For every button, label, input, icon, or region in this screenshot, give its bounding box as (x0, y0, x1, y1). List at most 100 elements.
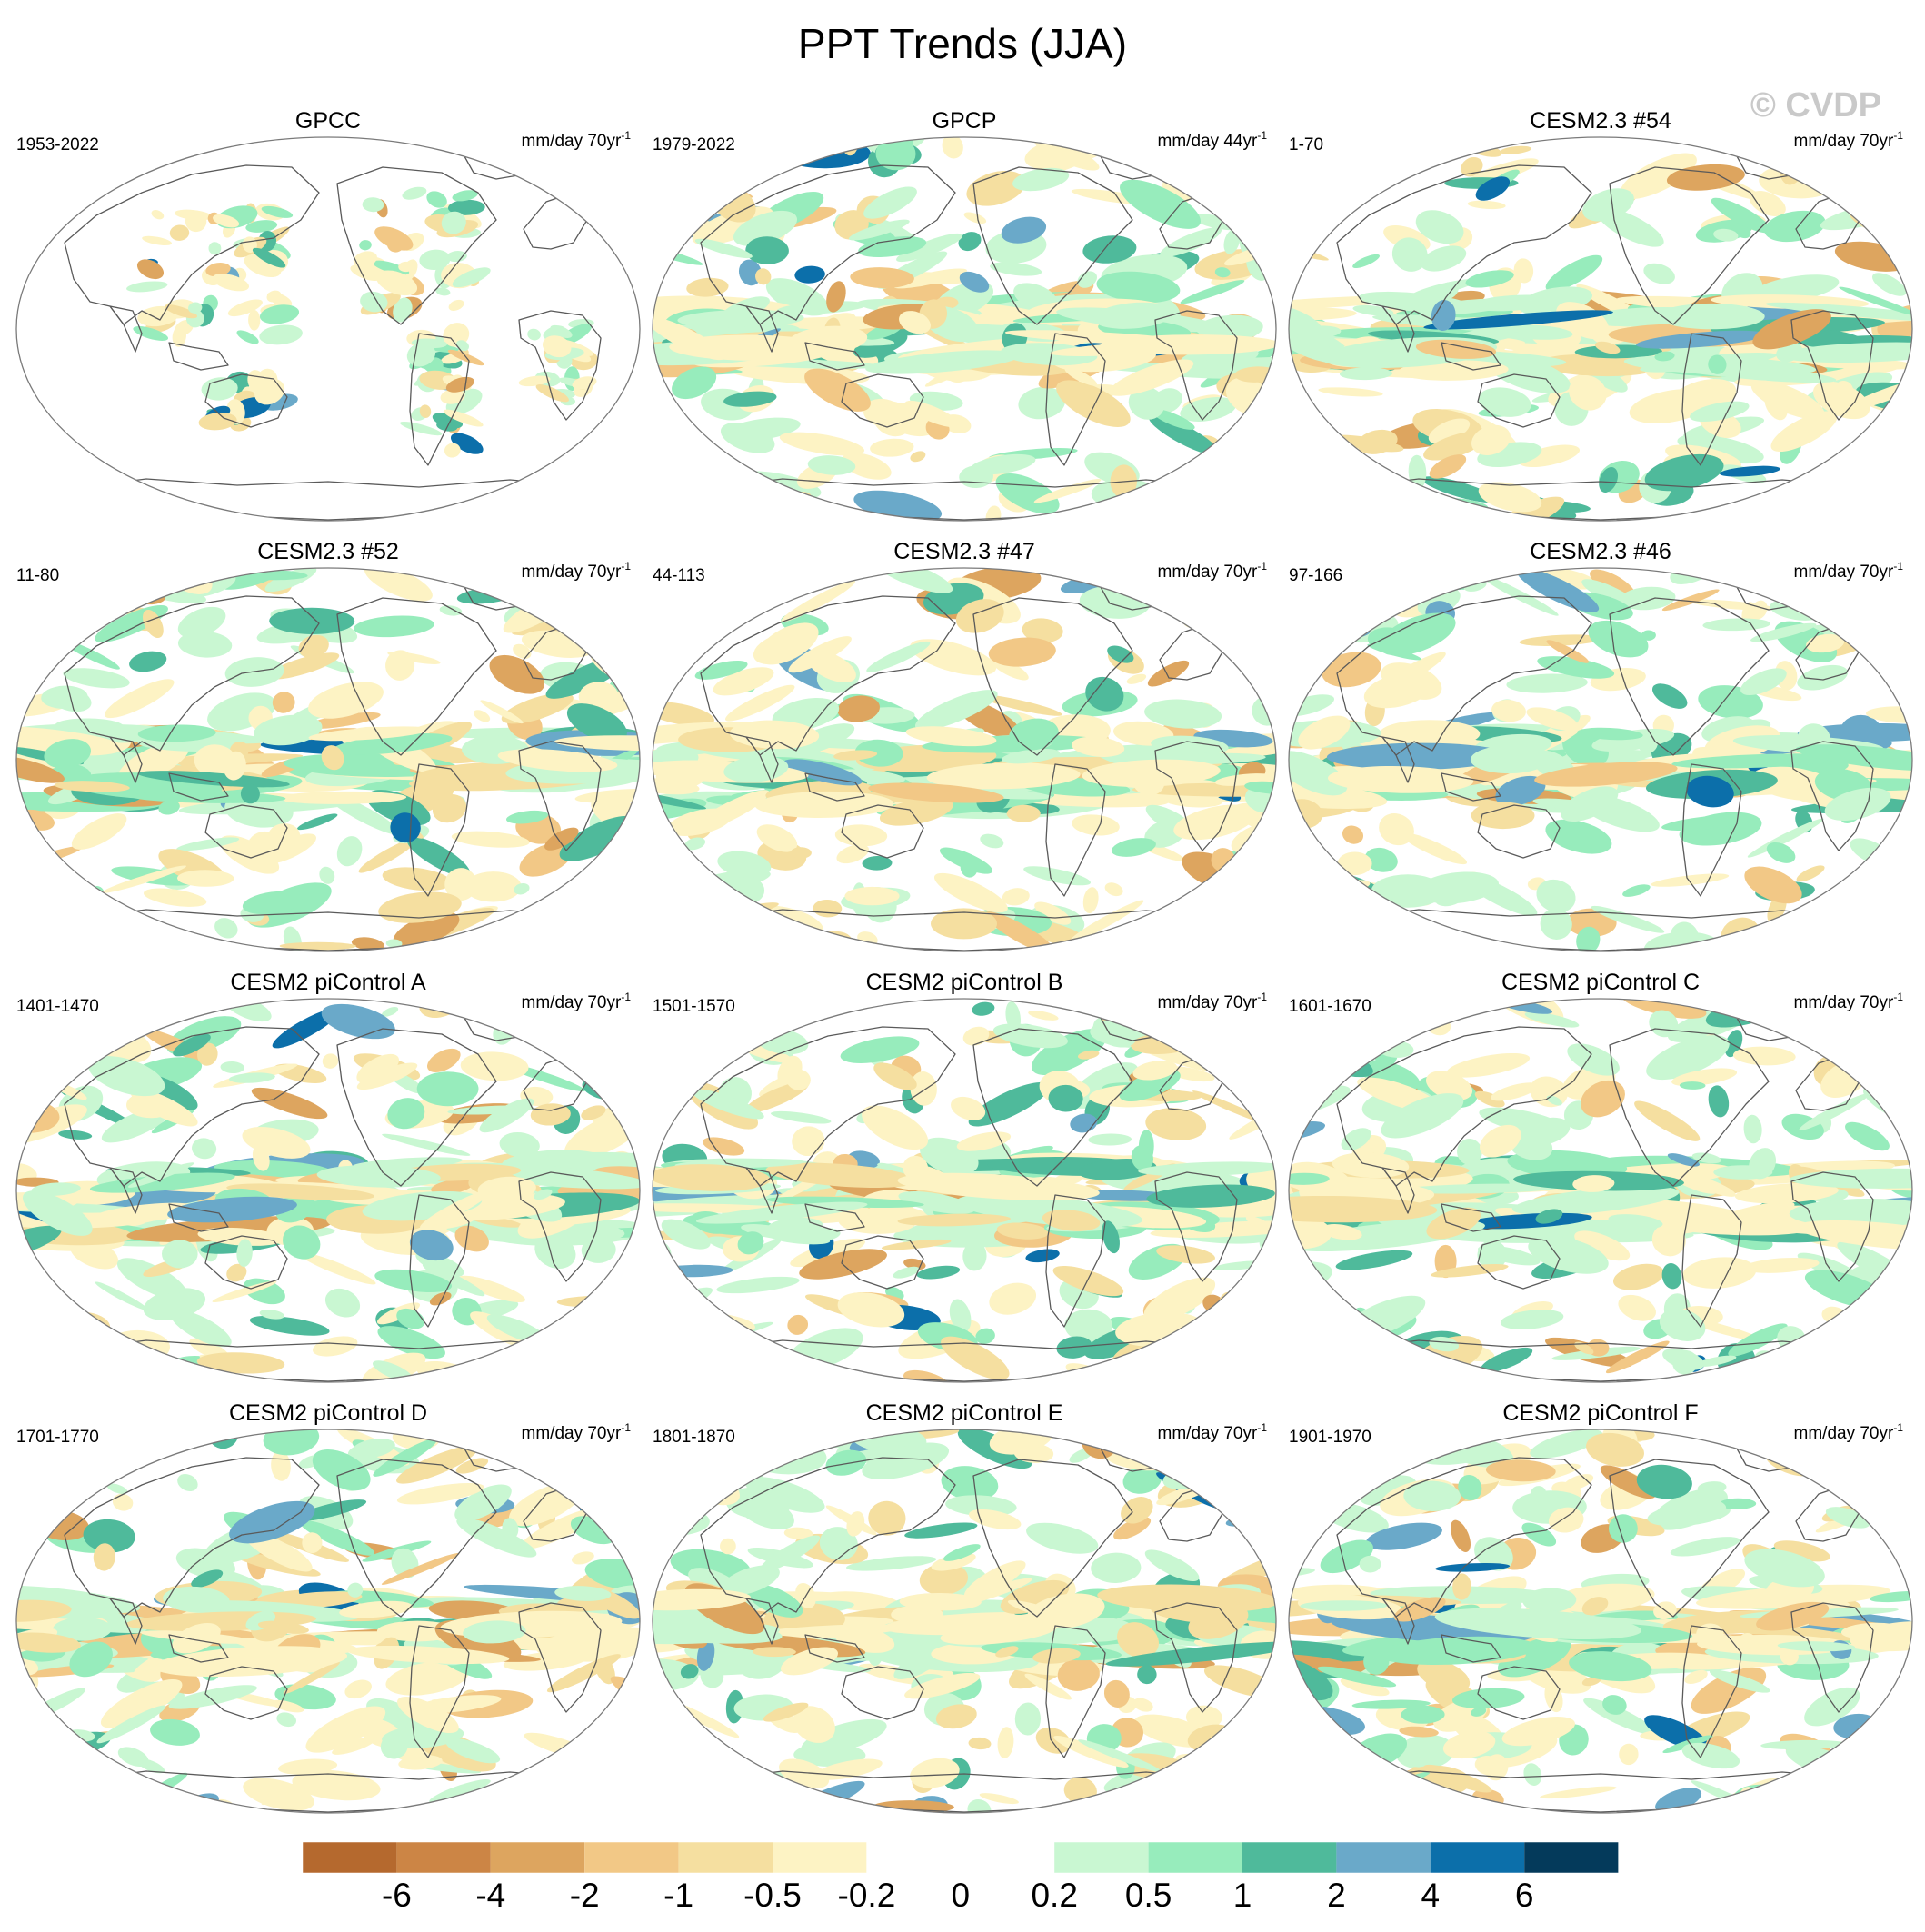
trend-patch (804, 368, 871, 412)
trend-patch (1341, 1128, 1371, 1151)
trend-patch (941, 1336, 1010, 1380)
trend-patch (397, 1696, 459, 1734)
trend-patch (771, 1110, 832, 1124)
trend-patch (385, 650, 415, 681)
trend-patch (406, 836, 471, 877)
trend-patch (266, 652, 340, 680)
trend-patch (916, 1265, 961, 1280)
trend-patch (386, 235, 404, 253)
trend-patch (1789, 1198, 1912, 1228)
trend-patch (254, 378, 285, 405)
trend-patch (1764, 210, 1826, 243)
coastline (1154, 741, 1238, 851)
trend-patch (826, 281, 846, 313)
trend-patch (893, 1266, 920, 1279)
trend-patch (380, 1734, 408, 1759)
trend-patch (980, 833, 1004, 849)
coastline (1795, 1484, 1860, 1542)
trend-patch (1151, 735, 1229, 755)
trend-patch (1018, 386, 1065, 420)
trend-patch (1102, 1793, 1131, 1813)
trend-patch (188, 302, 203, 314)
trend-patch (1091, 1552, 1142, 1584)
panel-units: mm/day 70yr-1 (522, 129, 632, 151)
trend-patch (1082, 235, 1137, 264)
trend-patch (1651, 873, 1730, 887)
trend-patch (356, 1062, 418, 1090)
trend-patch (1876, 601, 1909, 632)
trend-patch (1327, 765, 1474, 793)
coastline (1477, 1666, 1561, 1720)
trend-patch (1619, 1743, 1639, 1766)
trend-patch (460, 1051, 529, 1081)
trend-patch (1452, 1573, 1471, 1600)
trend-patch (599, 1469, 640, 1494)
trend-patch (662, 1743, 680, 1758)
trend-patch (1432, 508, 1491, 521)
trend-patch (1882, 227, 1912, 239)
trend-patch (1695, 1355, 1737, 1367)
trend-patch (667, 808, 733, 836)
trend-patch (158, 800, 180, 815)
trend-patch (276, 791, 407, 804)
panel-period: 1601-1670 (1289, 997, 1371, 1016)
trend-patch (409, 1230, 454, 1261)
coastline (1045, 1194, 1106, 1328)
trend-patch (1804, 1687, 1860, 1727)
colorbar-label: 2 (1327, 1877, 1346, 1914)
panel-title: CESM2 piControl D (229, 1400, 427, 1426)
trend-patch (411, 338, 447, 349)
trend-patch (745, 1439, 827, 1475)
trend-patch (754, 791, 894, 818)
map-panel: CESM2 piControl F 1901-1970 mm/day 70yr-1 (1288, 1400, 1913, 1814)
trend-patch (54, 1358, 89, 1374)
map-border (1288, 567, 1913, 952)
trend-patch (1528, 1236, 1609, 1274)
panel-title: GPCP (933, 108, 997, 134)
trend-patch (1244, 781, 1276, 794)
coastline (336, 597, 497, 756)
trend-patch (1143, 1277, 1216, 1322)
trend-patch (866, 641, 931, 672)
trend-patch (1747, 818, 1824, 858)
trend-patch (1620, 153, 1697, 200)
trend-patch (272, 692, 295, 713)
trend-patch (1450, 1519, 1471, 1552)
panel-title: CESM2.3 #52 (257, 539, 399, 564)
trend-patch (1495, 496, 1565, 521)
trend-patch (963, 1560, 1026, 1599)
trend-patch (988, 637, 1056, 667)
trend-patch (1289, 1195, 1438, 1223)
map-panel: CESM2 piControl C 1601-1670 mm/day 70yr-1 (1288, 970, 1913, 1383)
trend-patch (497, 749, 618, 772)
trend-patch (694, 939, 756, 951)
trend-patch (1382, 1365, 1402, 1382)
trend-patch (683, 1463, 759, 1483)
trend-patch (245, 220, 278, 233)
trend-patch (694, 660, 748, 680)
trend-patch (435, 287, 451, 296)
trend-patch (535, 384, 570, 403)
coastline (409, 333, 470, 466)
coastline (1441, 1203, 1501, 1232)
trend-patch (1661, 589, 1720, 612)
panel-title: GPCC (295, 108, 361, 134)
trend-patch (653, 1461, 686, 1499)
trend-patch (1716, 568, 1764, 585)
trend-patch (1845, 1121, 1890, 1151)
trend-patch (1577, 727, 1643, 741)
colorbar-label: 4 (1421, 1877, 1441, 1914)
trend-patch (1530, 1429, 1603, 1459)
trend-patch (1352, 254, 1381, 269)
trend-patch (665, 511, 717, 521)
trend-patch (1467, 200, 1506, 210)
trend-patch (36, 894, 105, 933)
trend-patch (429, 1291, 452, 1306)
trend-patch (1825, 1507, 1870, 1529)
trend-patch (653, 1588, 752, 1611)
trend-patch (1622, 884, 1651, 897)
trend-patch (1841, 601, 1863, 632)
trend-patch (1025, 1249, 1060, 1263)
trend-patch (1860, 483, 1912, 500)
trend-patch (426, 1048, 461, 1072)
